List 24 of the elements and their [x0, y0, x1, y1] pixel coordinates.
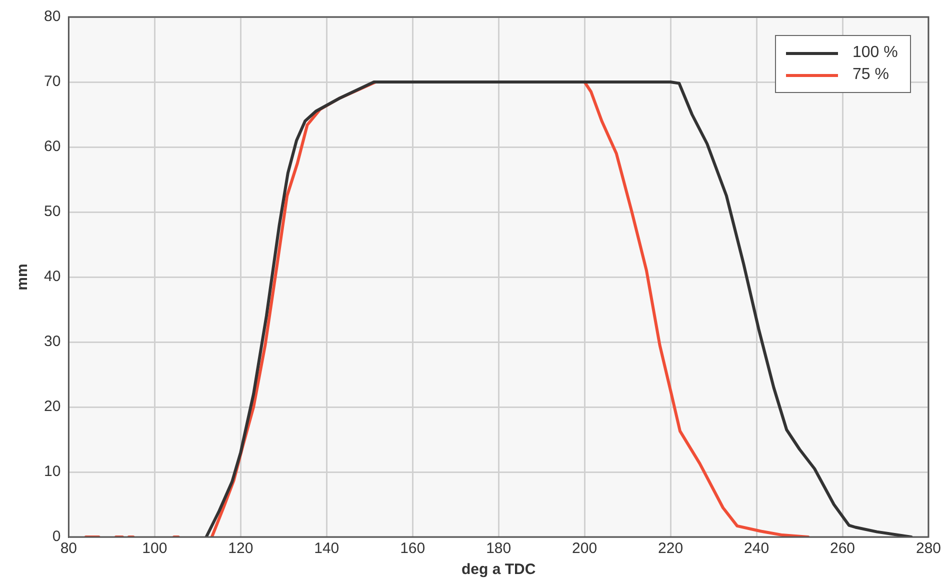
y-tick-label: 10	[44, 463, 61, 480]
y-axis-title: mm	[14, 264, 32, 290]
x-tick-label: 180	[486, 540, 512, 558]
x-tick-label: 280	[916, 540, 941, 558]
legend-label: 100 %	[852, 43, 898, 63]
y-tick-label: 70	[44, 73, 61, 90]
y-tick-label: 40	[44, 268, 61, 286]
x-tick-label: 260	[830, 540, 856, 558]
x-tick-label: 220	[658, 540, 684, 558]
y-tick-label: 30	[44, 333, 61, 350]
x-tick-label: 100	[142, 540, 168, 558]
x-tick-label: 80	[60, 540, 78, 558]
legend-label: 75 %	[852, 65, 889, 85]
y-tick-label: 50	[44, 203, 61, 220]
y-tick-label: 0	[52, 528, 61, 546]
y-tick-label: 60	[44, 138, 61, 156]
x-tick-label: 140	[314, 540, 340, 558]
x-tick-label: 240	[744, 540, 770, 558]
x-axis-title: deg a TDC	[461, 561, 536, 578]
x-tick-label: 200	[572, 540, 598, 558]
x-tick-label: 120	[228, 540, 254, 558]
y-tick-label: 20	[44, 398, 61, 416]
x-tick-label: 160	[400, 540, 426, 558]
y-tick-label: 80	[44, 8, 61, 26]
